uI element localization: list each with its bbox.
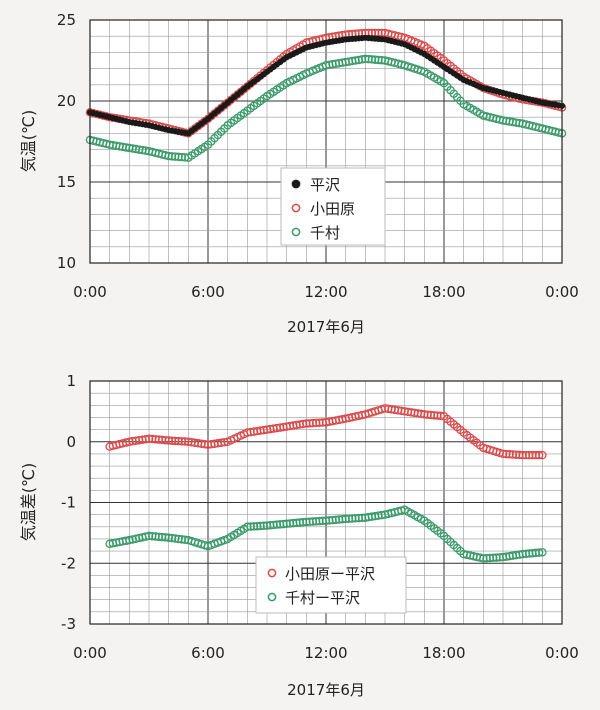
y-axis-title: 気温差(℃) <box>19 463 38 541</box>
legend-marker-chimura-minus-hirasawa <box>267 592 277 602</box>
legend-label-odawara-minus-hirasawa: 小田原ー平沢 <box>285 565 375 583</box>
y-tick-label: -3 <box>61 615 76 633</box>
legend: 平沢 小田原 千村 <box>280 167 386 246</box>
y-tick-label: 0 <box>66 433 76 451</box>
x-tick-label: 0:00 <box>73 283 107 301</box>
x-tick-label: 0:00 <box>545 644 579 662</box>
legend-marker-odawara-minus-hirasawa <box>267 568 277 578</box>
legend-box <box>255 556 407 614</box>
x-tick-label: 12:00 <box>304 283 347 301</box>
legend-label-chimura-minus-hirasawa: 千村ー平沢 <box>285 589 360 607</box>
data-point <box>534 548 544 557</box>
series-1-points <box>105 505 547 563</box>
data-points <box>85 28 567 162</box>
x-tick-label: 18:00 <box>422 644 465 662</box>
y-axis-ticks: 1 0 -1 -2 -3 <box>61 372 76 633</box>
y-tick-label: 25 <box>57 11 76 29</box>
legend-label-chimura: 千村 <box>310 224 340 242</box>
x-axis-title: 2017年6月 <box>287 681 365 699</box>
x-tick-label: 0:00 <box>73 644 107 662</box>
x-axis-ticks: 0:00 6:00 12:00 18:00 0:00 <box>73 283 579 301</box>
plot-border <box>89 380 563 625</box>
legend-label-hirasawa: 平沢 <box>310 176 340 194</box>
data-point <box>534 450 544 460</box>
legend-label-odawara: 小田原 <box>310 200 355 218</box>
series-2-points <box>85 54 567 162</box>
data-point <box>538 548 547 557</box>
y-axis-ticks: 10 15 20 25 <box>57 11 76 272</box>
legend: 小田原ー平沢 千村ー平沢 <box>255 556 407 614</box>
y-tick-label: -1 <box>61 494 76 512</box>
temperature-difference-chart: 10-1-2-3 0:00 6:00 12:00 18:00 0:00 2017年6月 … <box>19 372 579 699</box>
legend-marker-chimura <box>291 227 301 237</box>
y-tick-label: 10 <box>57 254 76 272</box>
series-0-points <box>105 404 547 460</box>
y-tick-label: 20 <box>57 92 76 110</box>
plot-border <box>89 19 563 264</box>
x-axis-ticks: 0:00 6:00 12:00 18:00 0:00 <box>73 644 579 662</box>
x-tick-label: 6:00 <box>191 283 225 301</box>
legend-marker-odawara <box>291 203 301 213</box>
x-axis-title: 2017年6月 <box>287 318 365 336</box>
data-points <box>105 404 547 563</box>
y-tick-label: 15 <box>57 173 76 191</box>
x-tick-label: 18:00 <box>422 283 465 301</box>
x-tick-label: 0:00 <box>545 283 579 301</box>
y-tick-label: 1 <box>66 372 76 390</box>
x-tick-label: 12:00 <box>304 644 347 662</box>
legend-marker-hirasawa <box>291 179 301 189</box>
y-tick-label: -2 <box>61 554 76 572</box>
x-tick-label: 6:00 <box>191 644 225 662</box>
data-point <box>538 450 547 460</box>
series-0-points <box>86 34 566 137</box>
y-axis-title: 気温(℃) <box>19 110 38 172</box>
